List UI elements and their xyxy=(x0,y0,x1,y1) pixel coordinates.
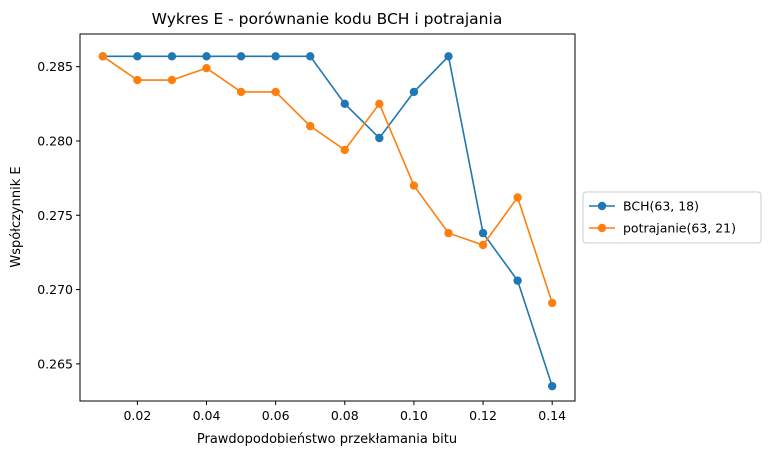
legend-marker xyxy=(597,223,607,233)
data-point xyxy=(133,75,142,85)
legend: BCH(63, 18) potrajanie(63, 21) xyxy=(582,191,762,244)
data-point xyxy=(202,63,211,73)
legend-box xyxy=(582,191,762,244)
data-point xyxy=(306,52,315,61)
series-line xyxy=(102,54,553,387)
data-point xyxy=(409,181,419,190)
data-point xyxy=(167,75,177,85)
x-tick-label: 0.04 xyxy=(193,408,221,423)
series-bch xyxy=(98,52,557,391)
data-point xyxy=(98,52,108,61)
data-point xyxy=(444,52,453,61)
series-potrajanie xyxy=(98,52,557,308)
data-point xyxy=(478,228,488,238)
data-point xyxy=(236,52,246,61)
y-tick-label: 0.280 xyxy=(37,133,73,148)
x-tick-label: 0.14 xyxy=(538,408,566,423)
legend-label: potrajanie(63, 21) xyxy=(623,221,736,236)
data-point xyxy=(444,228,453,238)
x-tick-label: 0.08 xyxy=(331,408,359,423)
data-point xyxy=(133,52,142,61)
x-axis-label: Prawdopodobieństwo przekłamania bitu xyxy=(197,432,457,447)
x-axis: 0.02 0.04 0.06 0.08 0.10 0.12 0.14 xyxy=(123,401,566,423)
plot-frame xyxy=(79,33,576,402)
data-point xyxy=(236,87,246,97)
y-axis: 0.265 0.270 0.275 0.280 0.285 xyxy=(37,59,80,371)
data-point xyxy=(375,133,384,143)
data-point xyxy=(340,145,349,155)
data-point xyxy=(202,52,211,61)
data-point xyxy=(513,193,522,202)
x-tick-label: 0.12 xyxy=(469,408,497,423)
y-tick-label: 0.275 xyxy=(37,208,73,223)
y-tick-label: 0.270 xyxy=(37,282,73,297)
data-point xyxy=(271,52,280,61)
data-point xyxy=(271,87,280,97)
series-line xyxy=(102,55,553,304)
data-point xyxy=(340,99,349,109)
y-tick-label: 0.265 xyxy=(37,356,73,371)
legend-label: BCH(63, 18) xyxy=(623,199,699,214)
data-point xyxy=(375,99,384,109)
data-point xyxy=(167,52,177,61)
data-point xyxy=(547,381,557,391)
data-point xyxy=(306,121,315,131)
data-point xyxy=(547,298,557,308)
y-axis-label: Współczynnik E xyxy=(9,166,24,267)
plot-area xyxy=(98,52,557,391)
x-tick-label: 0.06 xyxy=(262,408,290,423)
legend-marker xyxy=(597,201,607,211)
data-point xyxy=(513,276,522,285)
data-point xyxy=(478,240,488,250)
chart-title: Wykres E - porównanie kodu BCH i potraja… xyxy=(152,10,503,28)
x-tick-label: 0.10 xyxy=(400,408,428,423)
y-tick-label: 0.285 xyxy=(37,59,73,74)
data-point xyxy=(409,87,419,97)
x-tick-label: 0.02 xyxy=(123,408,151,423)
